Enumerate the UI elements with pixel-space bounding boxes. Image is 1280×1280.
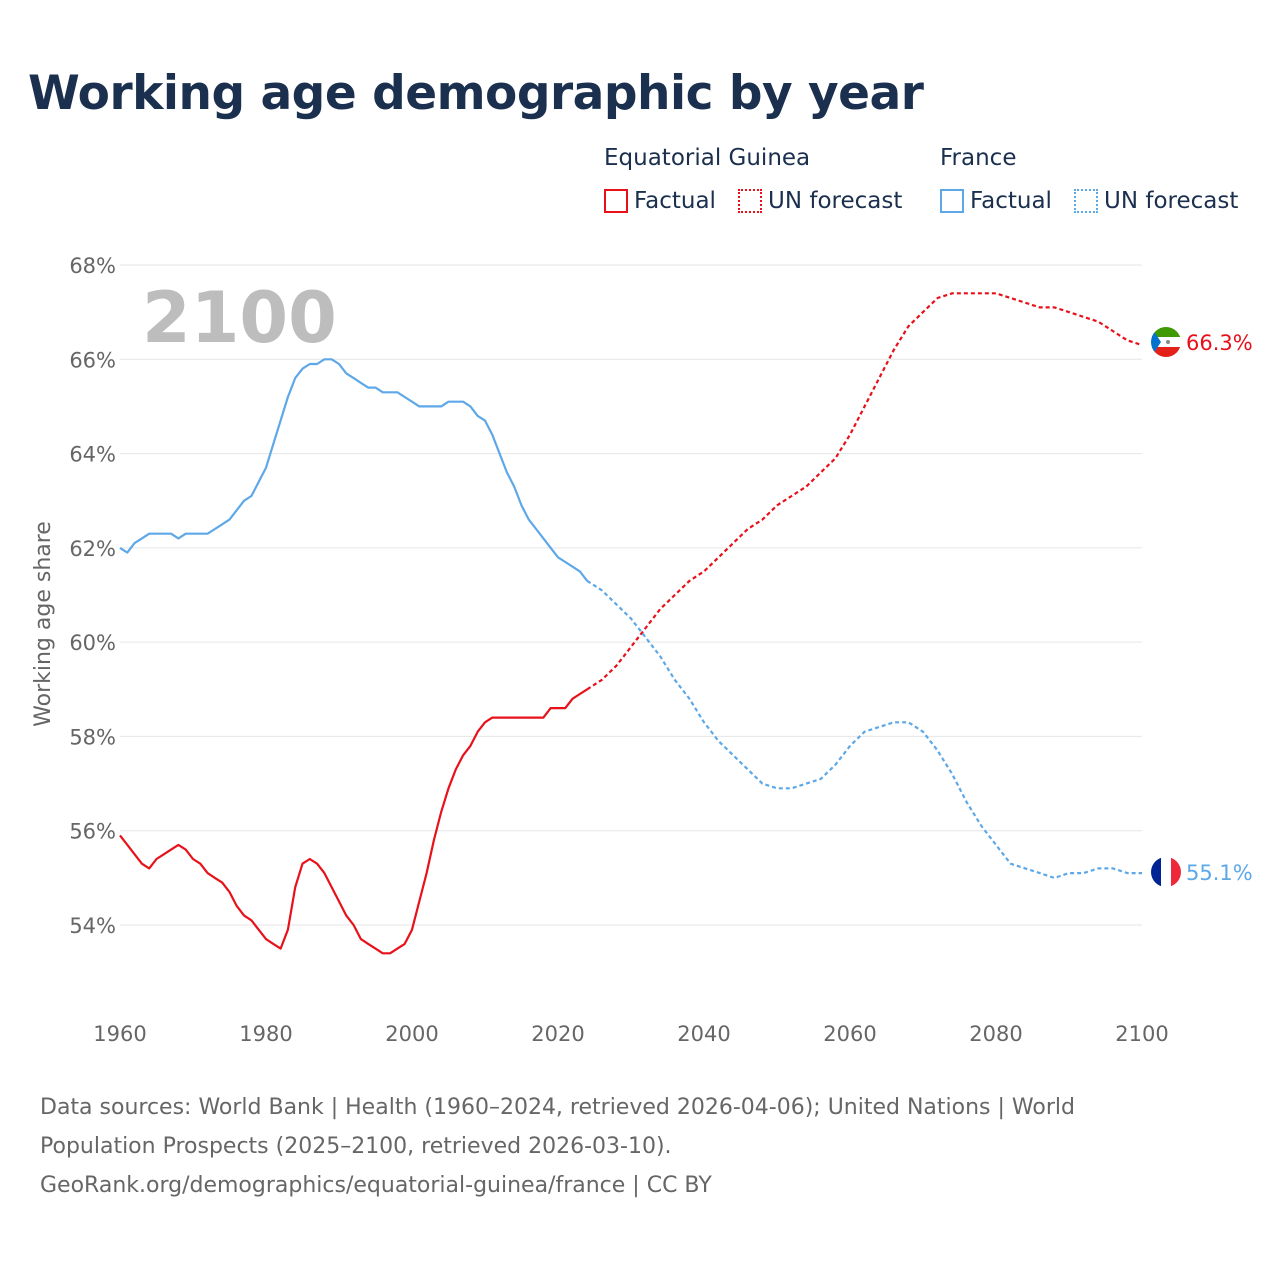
- sources-line: Population Prospects (2025–2100, retriev…: [40, 1134, 672, 1159]
- legend-label: UN forecast: [1104, 188, 1239, 214]
- flag-equatorial-guinea-icon: [1151, 327, 1181, 357]
- series-line-equatorial-guinea-forecast[interactable]: [586, 292, 1143, 691]
- series-line-france-forecast[interactable]: [586, 579, 1142, 879]
- legend-swatch-dotted-icon: [738, 189, 762, 213]
- y-tick-label: 58%: [69, 725, 116, 749]
- x-tick-label: 2020: [531, 1022, 584, 1046]
- x-tick-label: 2040: [677, 1022, 730, 1046]
- x-tick-label: 2000: [385, 1022, 438, 1046]
- sources-line: Data sources: World Bank | Health (1960–…: [40, 1095, 1075, 1120]
- series-layer: [119, 292, 1143, 955]
- y-tick-label: 54%: [69, 914, 116, 938]
- year-watermark: 2100: [142, 277, 337, 359]
- legend-label: UN forecast: [768, 188, 903, 214]
- series-line-france-factual[interactable]: [119, 358, 589, 582]
- flag-france-icon: [1151, 857, 1181, 887]
- x-tick-label: 1980: [239, 1022, 292, 1046]
- series-line-equatorial-guinea-factual[interactable]: [119, 688, 588, 955]
- legend-group-equatorial-guinea: Equatorial Guinea: [604, 145, 811, 171]
- x-tick-label: 2060: [823, 1022, 876, 1046]
- legend-group-france: France: [940, 145, 1017, 171]
- legend-item-eg-factual[interactable]: Factual: [604, 186, 716, 216]
- sources-link[interactable]: GeoRank.org/demographics/equatorial-guin…: [40, 1173, 712, 1198]
- x-tick-label: 2100: [1115, 1022, 1168, 1046]
- y-axis: 54% 56% 58% 60% 62% 64% 66% 68%: [69, 254, 116, 938]
- chart-title: Working age demographic by year: [28, 66, 924, 121]
- legend-item-fr-forecast[interactable]: UN forecast: [1074, 186, 1238, 216]
- x-tick-label: 2080: [969, 1022, 1022, 1046]
- data-sources: Data sources: World Bank | Health (1960–…: [40, 1088, 1220, 1205]
- legend-item-fr-factual[interactable]: Factual: [940, 186, 1052, 216]
- legend-label: Factual: [970, 188, 1052, 214]
- end-label-france: 55.1%: [1186, 861, 1253, 885]
- legend-swatch-dotted-icon: [1074, 189, 1098, 213]
- y-tick-label: 56%: [69, 820, 116, 844]
- y-tick-label: 66%: [69, 348, 116, 372]
- grid-lines: [120, 264, 1142, 926]
- y-tick-label: 64%: [69, 443, 116, 467]
- legend-swatch-solid-icon: [940, 189, 964, 213]
- legend-item-eg-forecast[interactable]: UN forecast: [738, 186, 902, 216]
- y-axis-title: Working age share: [31, 521, 56, 727]
- y-tick-label: 62%: [69, 537, 116, 561]
- y-tick-label: 68%: [69, 254, 116, 278]
- legend-swatch-solid-icon: [604, 189, 628, 213]
- line-chart: 54% 56% 58% 60% 62% 64% 66% 68% 1960 1980 2000 202…: [31, 254, 1253, 1046]
- y-tick-label: 60%: [69, 631, 116, 655]
- x-axis: 1960 1980 2000 2020 2040 2060 2080 2100: [93, 1022, 1168, 1046]
- end-label-equatorial-guinea: 66.3%: [1186, 331, 1253, 355]
- legend-label: Factual: [634, 188, 716, 214]
- x-tick-label: 1960: [93, 1022, 146, 1046]
